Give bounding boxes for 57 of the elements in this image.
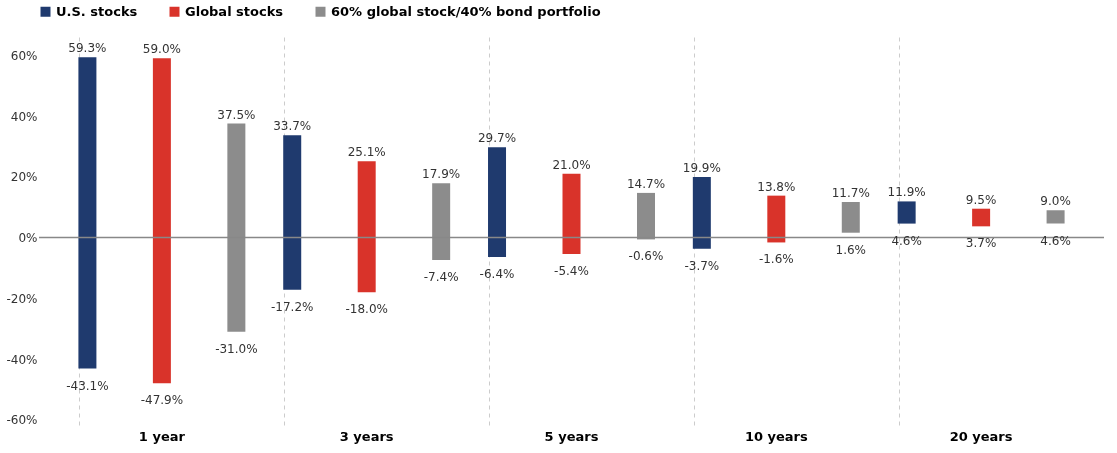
text: 14.7% (626, 176, 666, 191)
x-tick-label: 1 year (138, 428, 186, 444)
text: 21.0% (552, 157, 591, 172)
bar (897, 201, 916, 224)
bar (767, 195, 786, 243)
text: 25.1% (347, 145, 386, 160)
bar (152, 58, 171, 384)
text: -3.7% (684, 258, 720, 273)
text: 29.7% (477, 131, 517, 146)
bar (562, 173, 581, 254)
x-tick-label: 5 years (544, 428, 599, 444)
text: 9.0% (1040, 194, 1071, 209)
legend-label: 60% global stock/40% bond portfolio (331, 3, 601, 19)
text: 1.6% (835, 242, 867, 257)
text: -43.1% (66, 378, 109, 393)
text: 11.9% (887, 185, 926, 200)
bar (1046, 210, 1065, 224)
text: -0.6% (628, 249, 664, 264)
text: 4.6% (1040, 233, 1071, 248)
text: 4.6% (891, 233, 922, 248)
x-tick-label: 3 years (339, 428, 394, 444)
y-tick-label: 60% (10, 48, 38, 63)
legend-label: U.S. stocks (56, 3, 138, 19)
bar (488, 147, 507, 258)
bar (972, 208, 991, 227)
text: 59.0% (142, 42, 181, 57)
legend-label: Global stocks (185, 3, 284, 19)
y-tick-label: 40% (10, 109, 38, 124)
bar (283, 135, 302, 290)
text: -6.4% (479, 267, 515, 282)
text: -1.6% (758, 252, 794, 267)
bar (692, 177, 711, 249)
text: 13.8% (757, 179, 796, 194)
text: -7.4% (423, 270, 459, 285)
text: -47.9% (140, 393, 184, 408)
bar (357, 161, 376, 293)
text: 11.7% (831, 186, 870, 201)
bar (841, 202, 860, 233)
text: 9.5% (965, 192, 997, 207)
y-tick-label: -40% (6, 352, 38, 367)
y-tick-label: -20% (6, 291, 38, 306)
bar (78, 57, 97, 369)
text: 17.9% (422, 167, 461, 182)
text: -31.0% (215, 341, 258, 356)
text: -17.2% (270, 299, 314, 314)
text: 3.7% (965, 236, 997, 251)
x-tick-label: 10 years (744, 428, 808, 444)
text: 37.5% (217, 107, 256, 122)
y-tick-label: 20% (10, 170, 38, 185)
text: 59.3% (68, 41, 107, 56)
text: -5.4% (554, 263, 589, 278)
y-tick-label: 0% (18, 231, 38, 246)
text: 33.7% (273, 119, 312, 134)
text: -18.0% (345, 302, 388, 317)
x-tick-label: 20 years (949, 428, 1013, 444)
y-tick-label: -60% (6, 413, 38, 428)
text: 19.9% (682, 161, 721, 176)
